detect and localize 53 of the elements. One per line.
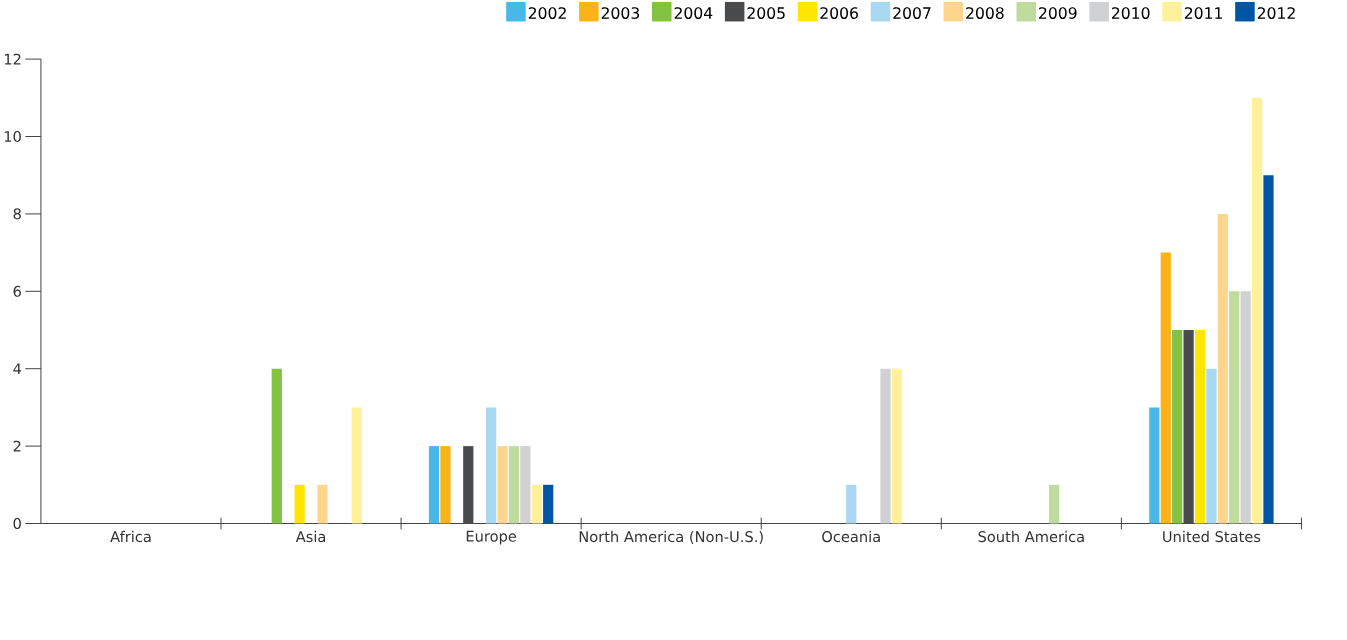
y-tick-label: 4	[13, 363, 22, 375]
bar	[1206, 368, 1217, 524]
x-tick-label: Oceania	[822, 531, 880, 543]
legend-label: 2011	[1184, 7, 1223, 20]
bar	[1240, 291, 1251, 524]
bar	[508, 446, 520, 524]
y-tick-label: 8	[13, 208, 21, 220]
bar	[1183, 330, 1194, 524]
y-tick-label: 2	[13, 440, 21, 452]
bar	[294, 484, 305, 524]
legend-label: 2012	[1257, 7, 1295, 20]
bar	[543, 484, 554, 524]
x-tick-label: Africa	[110, 531, 151, 543]
x-tick-label: United States	[1163, 531, 1261, 543]
bar	[880, 368, 891, 524]
y-tick-label: 6	[13, 285, 21, 298]
bar	[846, 484, 857, 524]
bar	[1217, 214, 1228, 524]
legend-label: 2003	[601, 7, 640, 20]
bar	[317, 484, 328, 524]
bar	[1172, 330, 1183, 524]
bar	[463, 446, 474, 524]
legend-label: 2004	[674, 7, 713, 20]
bar	[531, 484, 542, 524]
bar	[351, 407, 362, 524]
bar	[1160, 252, 1171, 524]
bar	[1263, 175, 1274, 524]
y-tick-label: 12	[4, 53, 21, 65]
legend-label: 2006	[820, 7, 858, 20]
legend-label: 2010	[1111, 7, 1150, 20]
legend-label: 2007	[893, 7, 931, 20]
bar	[1049, 484, 1060, 524]
x-tick-label: North America (Non-U.S.)	[579, 531, 763, 545]
x-tick-label: Asia	[295, 531, 326, 543]
y-tick-label: 10	[4, 131, 21, 143]
bar	[440, 446, 451, 524]
bar	[1251, 97, 1263, 524]
bar	[891, 368, 903, 524]
bar	[1194, 330, 1206, 524]
bar	[428, 446, 440, 524]
bar	[486, 407, 497, 524]
bar	[1229, 291, 1240, 524]
bar	[271, 368, 282, 524]
x-tick-label: South America	[978, 531, 1084, 543]
legend-label: 2002	[528, 7, 566, 20]
y-tick-label: 0	[13, 518, 21, 530]
legend-label: 2008	[966, 7, 1004, 20]
bar	[1149, 407, 1160, 524]
legend-label: 2005	[747, 7, 785, 20]
bar	[497, 446, 508, 524]
x-tick-label: Europe	[466, 531, 517, 545]
legend-label: 2009	[1039, 7, 1077, 20]
bar	[520, 446, 531, 524]
